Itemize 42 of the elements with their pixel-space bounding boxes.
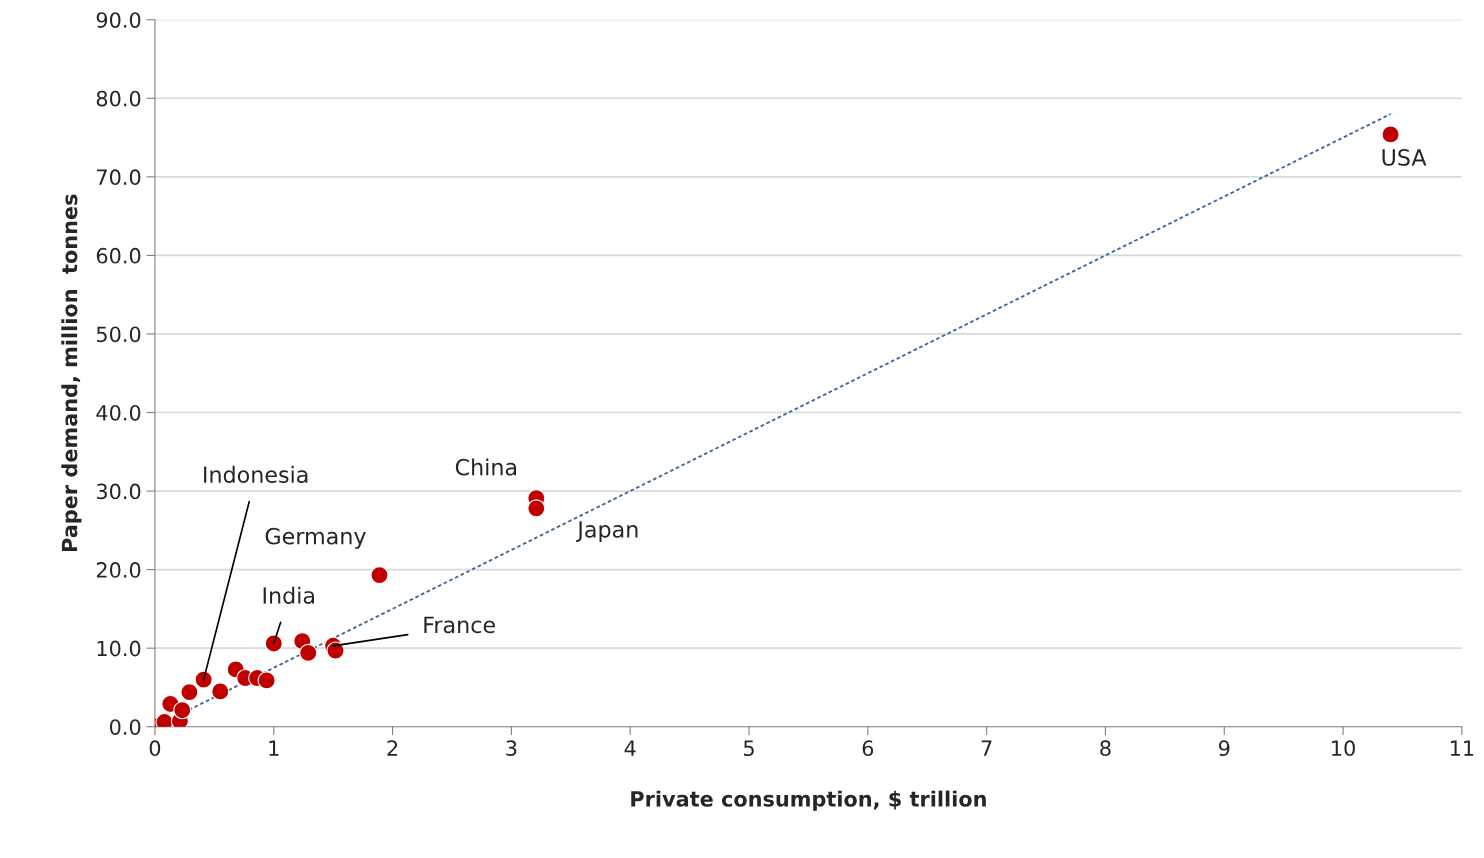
- y-tick-label: 40.0: [96, 404, 141, 421]
- point: [257, 671, 276, 690]
- x-tick-label: 11: [1450, 740, 1474, 756]
- annotation: Germany: [265, 527, 366, 549]
- x-tick-label: 1: [269, 740, 279, 756]
- point: [264, 634, 283, 653]
- annotation: India: [263, 586, 314, 604]
- annotation: China: [455, 458, 517, 476]
- point: [326, 641, 345, 660]
- y-tick-label: 10.0: [97, 640, 141, 657]
- y-tick-label: 50.0: [96, 326, 141, 343]
- y-tick-label: 20.0: [96, 562, 141, 578]
- y-tick-label: 80.0: [96, 90, 141, 107]
- x-tick-label: 3: [506, 740, 517, 757]
- x-axis-title: Private consumption, $ trillion: [631, 790, 986, 811]
- x-tick-label: 2: [387, 740, 398, 756]
- y-tick-label: 90.0: [96, 12, 141, 28]
- point: [527, 499, 546, 518]
- point: [299, 643, 318, 662]
- annotation: France: [424, 616, 495, 634]
- x-tick-label: 6: [862, 740, 874, 757]
- y-tick-label: 30.0: [96, 483, 141, 500]
- point: [211, 682, 230, 701]
- point: [173, 701, 192, 720]
- x-tick-label: 10: [1332, 740, 1355, 757]
- x-tick-label: 4: [624, 740, 636, 756]
- y-axis-title: Paper demand, million tonnes: [61, 194, 82, 552]
- point: [180, 683, 199, 702]
- y-tick-label: 70.0: [97, 169, 141, 186]
- x-tick-label: 0: [149, 740, 161, 757]
- x-tick-label: 5: [743, 740, 754, 757]
- point: [194, 670, 213, 689]
- x-tick-label: 7: [981, 740, 992, 756]
- point: [1381, 125, 1400, 144]
- x-tick-label: 9: [1218, 740, 1230, 757]
- annotation: Japan: [576, 521, 638, 543]
- point: [370, 566, 389, 585]
- annotation: USA: [1382, 149, 1427, 166]
- y-tick-label: 60.0: [96, 247, 141, 264]
- annotation: Indonesia: [204, 465, 308, 484]
- x-tick-label: 8: [1100, 740, 1111, 757]
- y-tick-label: 0.0: [109, 719, 141, 735]
